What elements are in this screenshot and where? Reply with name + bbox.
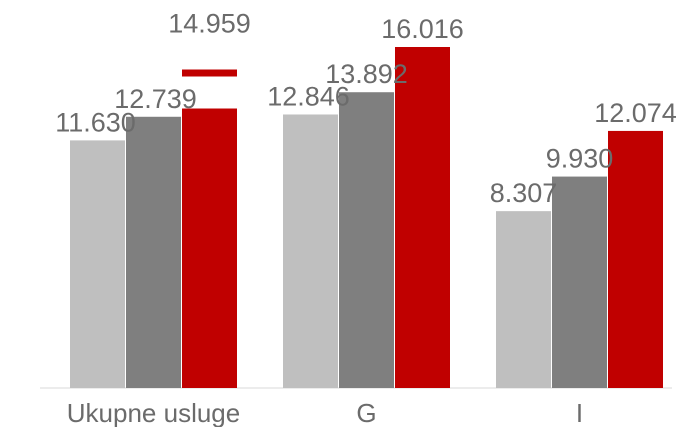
bar-ukupne-usluge-series-2 — [126, 116, 181, 388]
bars-layer — [70, 47, 663, 389]
value-label-i-series-2: 9.930 — [546, 144, 614, 174]
bar-i-series-2 — [552, 176, 607, 388]
value-label-i-series-1: 8.307 — [490, 178, 558, 208]
value-label-ukupne-usluge-series-3: 14.959 — [168, 9, 251, 39]
category-labels-layer: Ukupne usluge G I — [67, 398, 583, 427]
bar-ukupne-usluge-series-3 — [182, 69, 237, 388]
bar-label-gap — [182, 76, 237, 109]
value-label-g-series-3: 16.016 — [381, 14, 464, 44]
value-label-g-series-2: 13.892 — [325, 59, 408, 89]
value-label-ukupne-usluge-series-1: 11.630 — [55, 107, 136, 137]
bar-g-series-3 — [395, 47, 450, 388]
category-label-ukupne-usluge: Ukupne usluge — [67, 398, 240, 427]
category-label-i: I — [576, 398, 583, 427]
category-label-g: G — [356, 398, 376, 427]
value-label-ukupne-usluge-series-2: 12.739 — [114, 84, 197, 114]
bar-g-series-2 — [339, 92, 394, 388]
bar-ukupne-usluge-series-1 — [70, 140, 125, 388]
value-label-i-series-3: 12.074 — [594, 98, 677, 128]
bar-i-series-1 — [496, 211, 551, 388]
bar-i-series-3 — [608, 130, 663, 389]
value-label-g-series-1: 12.846 — [267, 81, 350, 111]
bar-g-series-1 — [283, 114, 338, 388]
